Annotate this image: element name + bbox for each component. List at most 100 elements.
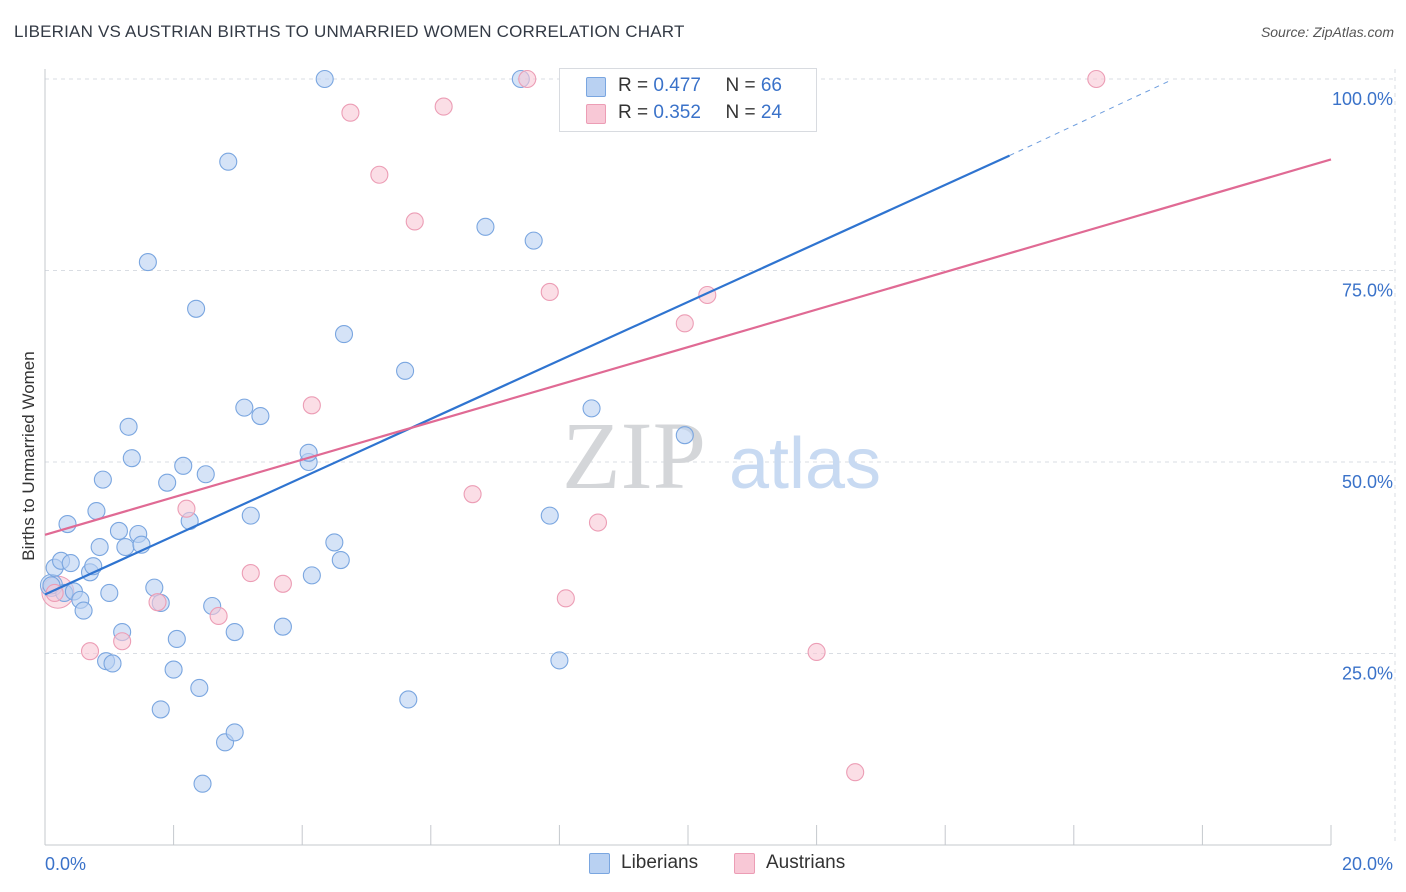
liberians-point [138,253,157,272]
liberians-point [190,678,209,698]
liberians-point [540,506,559,525]
r-value-austrians: 0.352 [653,102,701,123]
liberians-point [187,299,206,318]
n-label: N = [725,102,761,123]
austrians-legend-label: Austrians [766,852,846,873]
chart-source: Source: ZipAtlas.com [1260,24,1394,40]
watermark-atlas: atlas [729,424,881,504]
austrians-point [556,589,575,608]
n-value-liberians: 66 [760,75,782,96]
austrians-point [434,97,453,116]
liberians-point [396,361,415,380]
liberians-point [109,521,128,540]
austrians-legend-swatch [734,853,755,874]
liberians-point [582,399,601,418]
liberians-point [315,69,334,89]
x-tick-label-max: 20.0% [1342,854,1393,874]
points-layer [39,69,1106,793]
austrians-point [675,314,694,333]
austrians-swatch [586,104,606,124]
y-tick-label: 75.0% [1342,281,1393,301]
liberians-point [251,406,270,426]
austrians-point [588,513,608,532]
liberians-legend-label: Liberians [621,852,699,873]
axis-layer [44,69,1332,846]
r-label: R = [618,102,654,123]
liberians-point [103,654,122,673]
liberians-swatch [586,77,606,97]
liberians-point [61,554,80,573]
austrians-point [80,642,100,661]
austrians-point [209,606,228,626]
liberians-point [241,506,260,525]
liberians-point [58,514,77,534]
liberians-point [122,449,141,468]
trend-layer [44,80,1332,596]
austrians-point [405,212,424,231]
austrians-point [463,485,482,504]
y-tick-label: 50.0% [1342,472,1393,492]
liberians-point [235,398,254,417]
watermark: ZIP atlas [562,402,881,509]
grid-layer [45,69,1396,843]
liberians-point [219,152,238,171]
liberians-trend-extension [1009,80,1171,157]
legend-text-liberians: R = 0.477 N = 66 [618,75,782,97]
y-axis-label: Births to Unmarried Women [19,351,38,560]
liberians-point [167,629,186,648]
stats-legend: R = 0.477 N = 66 R = 0.352 N = 24 [559,68,817,132]
austrians-point [370,165,389,184]
austrians-trend-line [44,158,1332,536]
austrians-point [807,642,826,662]
austrians-point [241,564,260,583]
legend-text-austrians: R = 0.352 N = 24 [618,102,782,124]
liberians-point [524,231,543,250]
liberians-point [116,537,135,557]
austrians-point [341,103,360,122]
austrians-point [1087,69,1106,89]
liberians-point [174,456,193,475]
liberians-point [100,583,119,603]
austrians-point [273,574,292,593]
chart-title: LIBERIAN VS AUSTRIAN BIRTHS TO UNMARRIED… [14,22,685,41]
liberians-point [225,623,244,642]
liberians-trend-line [44,154,1010,596]
liberians-point [158,473,177,492]
liberians-point [164,660,183,679]
liberians-point [675,426,694,445]
austrians-point [113,632,132,651]
liberians-point [550,651,569,670]
liberians-point [193,774,212,793]
liberians-point [273,617,292,636]
liberians-point [476,217,495,236]
liberians-point [225,723,244,742]
n-value-austrians: 24 [760,102,782,123]
liberians-point [331,550,350,570]
austrians-point [540,282,559,301]
liberians-point [334,325,354,344]
tick-labels: 25.0% 50.0% 75.0% 100.0% 0.0% 20.0% [45,89,1393,874]
liberians-point [93,470,112,489]
y-tick-label: 25.0% [1342,664,1393,684]
liberians-point [119,417,138,436]
liberians-point [196,465,215,484]
x-tick-label-min: 0.0% [45,854,86,874]
liberians-point [399,690,418,709]
austrians-point [846,763,865,782]
n-label: N = [725,75,761,96]
liberians-point [90,537,109,557]
watermark-zip: ZIP [562,402,706,509]
r-label: R = [618,75,654,96]
liberians-point [325,533,344,552]
r-value-liberians: 0.477 [653,75,701,96]
liberians-point [302,566,321,585]
austrians-point [302,396,321,415]
liberians-legend-swatch [589,853,610,874]
austrians-point [518,69,537,89]
liberians-point [74,601,93,620]
liberians-point [151,700,170,719]
austrians-point [148,593,167,612]
austrians-point [177,499,196,518]
y-tick-label: 100.0% [1332,89,1393,109]
